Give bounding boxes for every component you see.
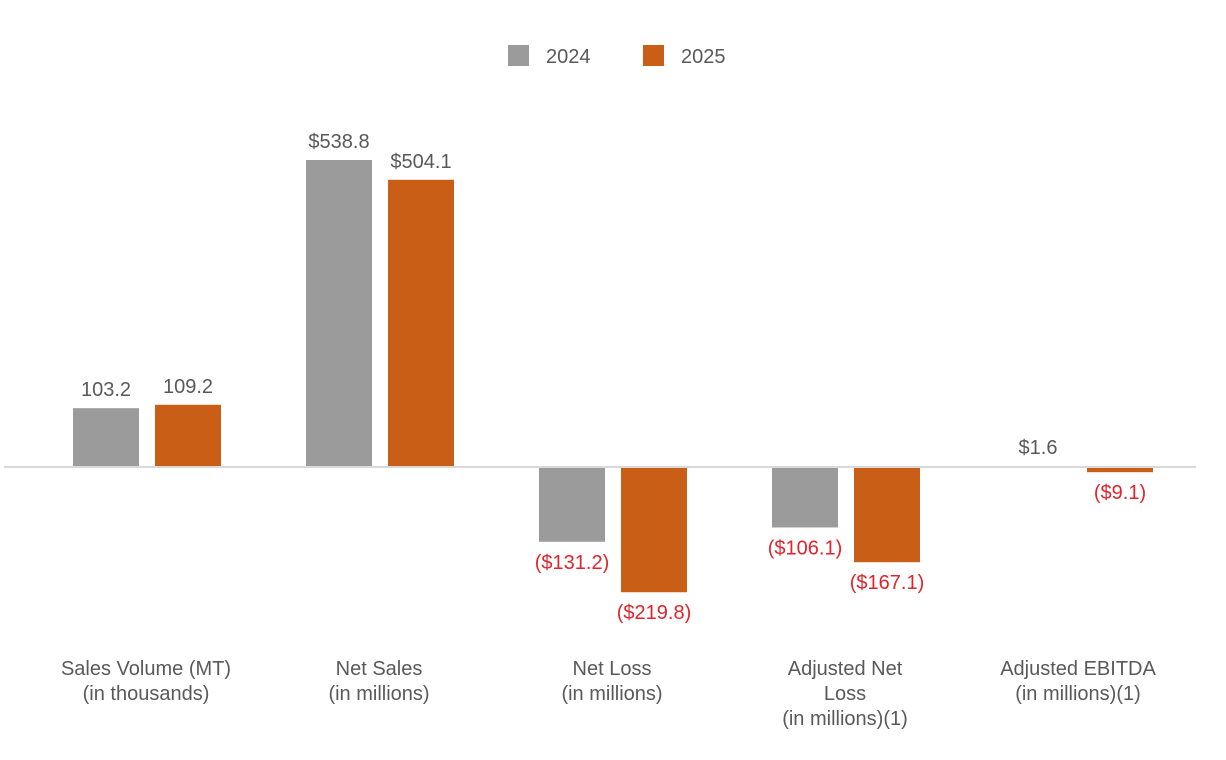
value-label-2024-1: $538.8 [308,131,369,153]
category-label-2: Net Loss (in millions) [561,658,662,705]
category-label-line: (in millions)(1) [1015,683,1141,705]
value-label-2024-3: ($106.1) [768,537,843,559]
category-label-line: (in thousands) [83,683,210,705]
bar-2025-4 [1087,467,1153,473]
category-label-line: Net Sales [336,658,423,680]
bar-2025-2 [621,467,687,593]
category-label-line: (in millions)(1) [782,708,908,730]
value-label-2024-0: 103.2 [81,379,131,401]
value-label-2025-1: $504.1 [390,151,451,173]
value-label-2025-0: 109.2 [163,376,213,398]
value-label-2025-2: ($219.8) [617,602,692,624]
category-label-line: Adjusted EBITDA [1000,658,1156,680]
category-label-line: Sales Volume (MT) [61,658,231,680]
category-label-4: Adjusted EBITDA (in millions)(1) [1000,658,1156,705]
bar-2025-0 [155,404,221,467]
value-label-2024-2: ($131.2) [535,552,610,574]
bar-2024-3 [772,467,838,528]
bar-2024-0 [73,408,139,467]
legend: 2024 2025 [508,45,726,68]
category-label-1: Net Sales (in millions) [328,658,429,705]
category-labels: Sales Volume (MT) (in thousands) Net Sales… [61,658,1157,730]
category-label-line: Loss [824,683,866,705]
category-label-line: (in millions) [561,683,662,705]
value-label-2024-4: $1.6 [1019,437,1058,459]
category-label-3: Adjusted Net Loss (in millions)(1) [782,658,908,730]
bar-2024-1 [306,160,372,467]
bar-2025-3 [854,467,920,563]
bars [73,160,1153,593]
value-label-2025-3: ($167.1) [850,572,925,594]
category-label-0: Sales Volume (MT) (in thousands) [61,658,231,705]
category-label-line: (in millions) [328,683,429,705]
legend-label-2024: 2024 [546,46,591,68]
value-labels: 103.2 $538.8 ($131.2) ($106.1) $1.6 109.2 $504… [81,131,1146,624]
legend-swatch-2025 [643,45,664,66]
legend-swatch-2024 [508,45,529,66]
category-label-line: Net Loss [573,658,652,680]
category-label-line: Adjusted Net [788,658,903,680]
value-label-2025-4: ($9.1) [1094,482,1146,504]
bar-2024-2 [539,467,605,542]
legend-label-2025: 2025 [681,46,726,68]
bar-2025-1 [388,179,454,467]
